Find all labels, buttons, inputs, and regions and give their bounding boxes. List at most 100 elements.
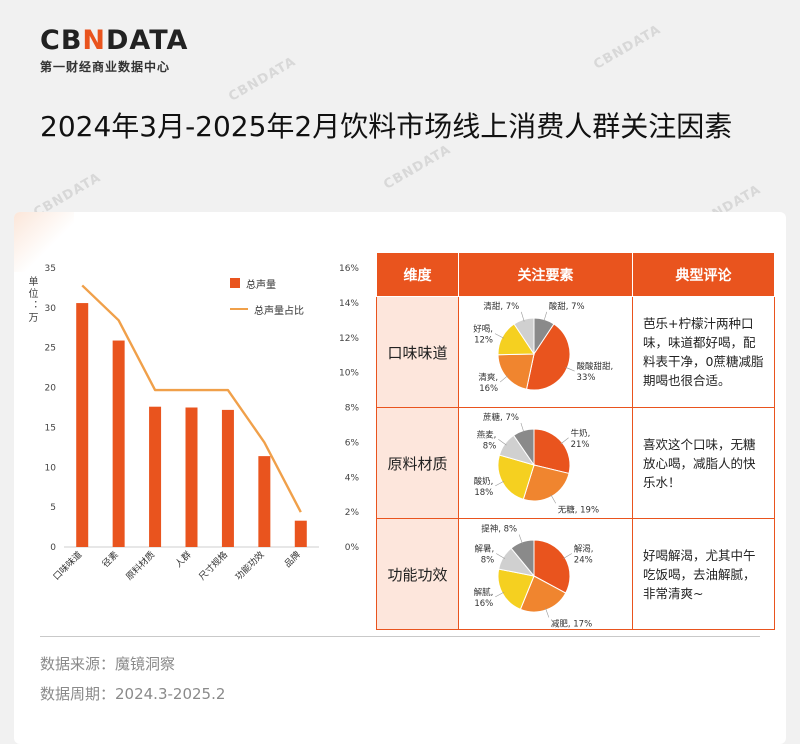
y-tick-label: 5 [50, 503, 56, 513]
factors-table: 维度 关注要素 典型评论 口味味道 酸甜, 7% 酸酸甜甜, 33% 清爽, 16% 好喝… [376, 252, 775, 630]
pie-label-pct: 12% [474, 336, 493, 346]
table-header-row: 维度 关注要素 典型评论 [376, 252, 775, 297]
table-row: 原料材质 牛奶, 21% 无糖, 19% 酸奶, 18% 燕麦, 8% 蔗糖, 7% 喜欢这个… [376, 407, 775, 519]
row-dimension: 口味味道 [376, 296, 459, 408]
pie-label: 牛奶, [571, 428, 591, 439]
pie-label-pct: 18% [474, 488, 493, 498]
bar [149, 406, 162, 547]
pie-label-pct: 21% [571, 440, 590, 450]
pie-label: 无糖, 19% [558, 504, 599, 515]
y-tick-label: 35 [45, 264, 56, 274]
pie-label: 清爽, [478, 372, 498, 383]
brand-logo: CBNDATA 第一财经商业数据中心 [40, 26, 188, 75]
legend-swatch-line [230, 308, 248, 310]
pie-leader-line [496, 553, 505, 559]
footer: 数据来源：魔镜洞察 数据周期：2024.3-2025.2 [40, 636, 760, 709]
y2-tick-label: 6% [345, 438, 360, 448]
table-row: 口味味道 酸甜, 7% 酸酸甜甜, 33% 清爽, 16% 好喝, 12% 清甜, 7% 芭乐… [376, 296, 775, 408]
x-tick-label: 径素 [100, 549, 121, 570]
y2-tick-label: 10% [339, 369, 359, 379]
y-tick-label: 20 [45, 384, 57, 394]
pie-label-pct: 24% [574, 555, 593, 565]
x-tick-label: 尺寸规格 [196, 549, 230, 583]
logo-subtitle: 第一财经商业数据中心 [40, 60, 171, 74]
pie-chart: 酸甜, 7% 酸酸甜甜,33% 清爽,16% 好喝,12% 清甜, 7% [473, 301, 614, 394]
pie-leader-line [520, 311, 525, 322]
pie-leader-line [499, 375, 508, 383]
y-tick-label: 25 [45, 344, 56, 354]
y-axis-unit-label: 单位：万 [26, 276, 37, 324]
legend-item-line: 总声量占比 [230, 301, 304, 317]
pie-label: 解腻, [474, 587, 494, 598]
y-tick-label: 10 [45, 463, 57, 473]
pie-label: 提神, 8% [481, 524, 517, 535]
bar [185, 407, 198, 547]
pie-label: 酸甜, 7% [549, 301, 585, 312]
pie-label: 解渴, [574, 543, 594, 554]
pie-leader-line [518, 534, 523, 545]
row-comment: 好喝解渴，尤其中午吃饭喝，去油解腻，非常清爽~ [632, 518, 775, 630]
pie-leader-line [495, 591, 505, 598]
legend-label: 总声量占比 [254, 305, 304, 317]
legend-label: 总声量 [246, 279, 276, 291]
pie-label: 解暑, [475, 543, 495, 554]
bar [76, 303, 89, 547]
data-period: 数据周期：2024.3-2025.2 [40, 685, 226, 703]
line-series [81, 284, 302, 513]
pie-chart: 牛奶,21% 无糖, 19% 酸奶,18% 燕麦,8% 蔗糖, 7% [474, 412, 599, 515]
pie-label: 酸酸甜甜, [577, 361, 614, 372]
bar [221, 409, 234, 547]
chart-legend: 总声量 总声量占比 [230, 275, 304, 327]
header-dimension: 维度 [376, 252, 459, 297]
data-source: 数据来源：魔镜洞察 [40, 655, 176, 673]
pie-label-pct: 8% [483, 441, 497, 451]
table-row: 功能功效 解渴, 24% 减肥, 17% 解腻, 16% 解暑, 8% 提神, 8% 好喝解渴… [376, 518, 775, 630]
pie-leader-line [495, 480, 505, 487]
y2-tick-label: 16% [339, 264, 359, 274]
watermark: CBNDATA [381, 142, 454, 193]
row-comment: 喜欢这个口味，无糖放心喝，减脂人的快乐水！ [632, 407, 775, 519]
pie-leader-line [550, 494, 556, 504]
y2-tick-label: 12% [339, 334, 359, 344]
pie-chart: 解渴,24% 减肥, 17% 解腻,16% 解暑,8% 提神, 8% [474, 524, 594, 629]
watermark: CBNDATA [591, 22, 664, 73]
row-comment: 芭乐+柠檬汁两种口味，味道都好喝，配料表干净，0蔗糖减脂期喝也很合适。 [632, 296, 775, 408]
legend-swatch-bar [230, 278, 240, 288]
x-tick-label: 口味味道 [50, 549, 84, 583]
y-tick-label: 0 [50, 543, 56, 553]
header-factors: 关注要素 [458, 252, 633, 297]
combo-chart: 0 5 10 15 20 25 30 35 0% 2% 4% 6% 8% 10% 12% 14% 16% 口味味道… [45, 264, 360, 583]
bar [112, 340, 125, 547]
pie-label: 好喝, [473, 324, 493, 335]
logo-wordmark: CBNDATA [40, 25, 189, 56]
pie-cell: 牛奶, 21% 无糖, 19% 酸奶, 18% 燕麦, 8% 蔗糖, 7% [458, 407, 633, 519]
pie-label-pct: 16% [474, 599, 493, 609]
header-comment: 典型评论 [632, 252, 775, 297]
pie-leader-line [560, 437, 569, 445]
bar [294, 520, 307, 547]
pie-label: 蔗糖, 7% [483, 412, 519, 423]
pie-leader-line [543, 311, 548, 322]
pie-leader-line [498, 439, 507, 446]
pie-leader-line [520, 422, 525, 433]
page-title: 2024年3月-2025年2月饮料市场线上消费人群关注因素 [40, 110, 733, 143]
row-dimension: 功能功效 [376, 518, 459, 630]
y-tick-label: 15 [45, 423, 56, 433]
pie-label-pct: 16% [479, 384, 498, 394]
pie-cell: 酸甜, 7% 酸酸甜甜, 33% 清爽, 16% 好喝, 12% 清甜, 7% [458, 296, 633, 408]
pie-leader-line [545, 607, 550, 618]
x-tick-label: 人群 [172, 549, 193, 570]
x-tick-label: 功能功效 [233, 549, 267, 583]
pie-label-pct: 33% [577, 373, 596, 383]
pie-leader-line [563, 553, 572, 559]
legend-item-bar: 总声量 [230, 275, 304, 291]
pie-label: 清甜, 7% [483, 301, 519, 312]
row-dimension: 原料材质 [376, 407, 459, 519]
y-tick-label: 30 [45, 304, 57, 314]
y2-tick-label: 14% [339, 299, 359, 309]
x-tick-label: 原料材质 [123, 549, 157, 583]
card-corner-decoration [14, 212, 74, 272]
pie-cell: 解渴, 24% 减肥, 17% 解腻, 16% 解暑, 8% 提神, 8% [458, 518, 633, 630]
y2-tick-label: 8% [345, 404, 360, 414]
pie-label: 酸奶, [474, 476, 494, 487]
